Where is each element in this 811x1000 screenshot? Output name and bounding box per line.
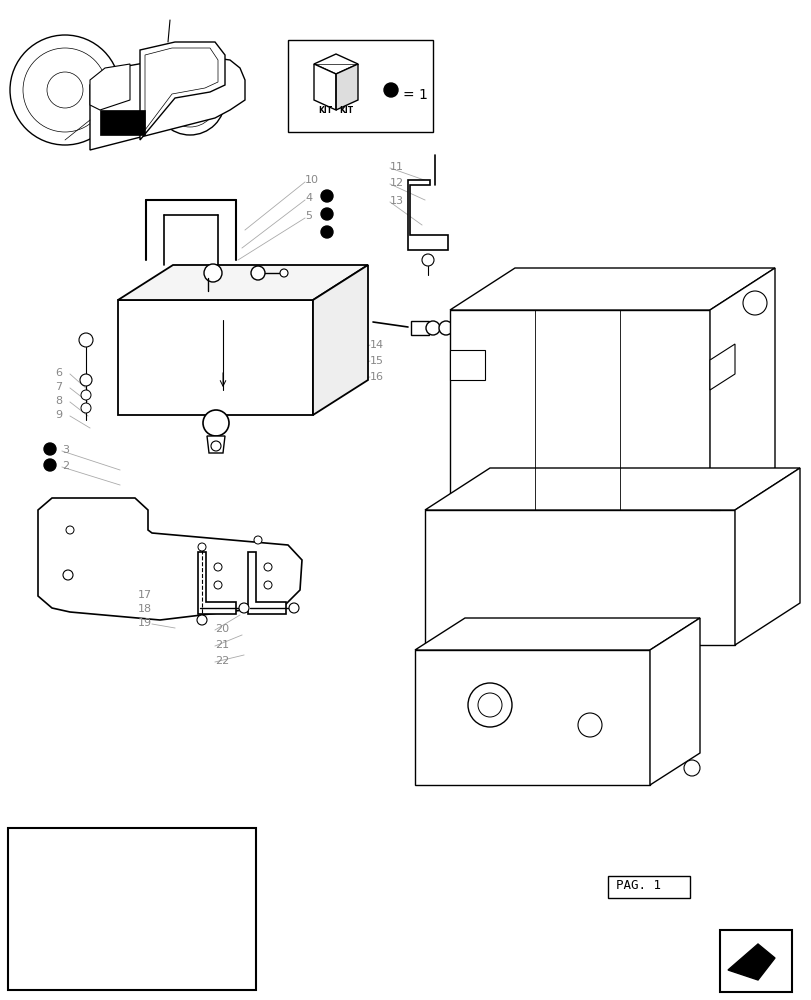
Polygon shape [649, 618, 699, 785]
Polygon shape [709, 344, 734, 390]
Circle shape [214, 563, 221, 571]
Polygon shape [145, 48, 217, 130]
Circle shape [81, 403, 91, 413]
Bar [288, 40, 432, 132]
Polygon shape [449, 268, 774, 310]
Text: = 1: = 1 [402, 88, 427, 102]
Text: KIT: KIT [338, 106, 353, 115]
Circle shape [422, 254, 433, 266]
Polygon shape [727, 944, 774, 980]
Circle shape [203, 410, 229, 436]
Polygon shape [100, 110, 145, 135]
Polygon shape [336, 64, 358, 110]
Ellipse shape [508, 300, 570, 320]
Polygon shape [449, 310, 709, 510]
Polygon shape [207, 436, 225, 453]
Text: 10: 10 [305, 175, 319, 185]
Ellipse shape [508, 269, 570, 291]
Circle shape [44, 443, 56, 455]
Circle shape [467, 683, 512, 727]
Text: KIT: KIT [318, 106, 332, 115]
Circle shape [320, 208, 333, 220]
Polygon shape [90, 64, 130, 110]
Polygon shape [424, 468, 799, 510]
Text: 12: 12 [389, 178, 404, 188]
Circle shape [44, 459, 56, 471]
Circle shape [577, 713, 601, 737]
Bar [410, 321, 428, 335]
Text: 3: 3 [62, 445, 69, 455]
Text: 7: 7 [55, 382, 62, 392]
Circle shape [264, 563, 272, 571]
Polygon shape [414, 618, 699, 650]
Text: 14: 14 [370, 340, 384, 350]
Circle shape [545, 426, 553, 434]
Circle shape [478, 693, 501, 717]
Circle shape [320, 190, 333, 202]
Circle shape [439, 321, 453, 335]
Text: 8: 8 [55, 396, 62, 406]
Polygon shape [407, 180, 448, 250]
Circle shape [66, 526, 74, 534]
Polygon shape [709, 268, 774, 510]
Polygon shape [312, 265, 367, 415]
Polygon shape [449, 350, 484, 380]
Circle shape [264, 581, 272, 589]
Circle shape [742, 291, 766, 315]
Circle shape [238, 603, 249, 613]
Text: 19: 19 [138, 618, 152, 628]
Text: 21: 21 [215, 640, 229, 650]
Circle shape [63, 570, 73, 580]
Circle shape [211, 441, 221, 451]
Text: 5: 5 [305, 211, 311, 221]
Polygon shape [734, 468, 799, 645]
Circle shape [254, 536, 262, 544]
Polygon shape [90, 58, 245, 150]
Circle shape [204, 264, 221, 282]
Circle shape [683, 760, 699, 776]
Text: 2: 2 [62, 461, 69, 471]
Text: 13: 13 [389, 196, 404, 206]
Polygon shape [139, 42, 225, 140]
Polygon shape [314, 64, 336, 110]
Bar [719, 930, 791, 992]
Circle shape [251, 266, 264, 280]
Circle shape [426, 321, 440, 335]
Text: 9: 9 [55, 410, 62, 420]
Circle shape [214, 581, 221, 589]
Text: 20: 20 [215, 624, 229, 634]
Polygon shape [118, 300, 312, 415]
Text: 18: 18 [138, 604, 152, 614]
Polygon shape [38, 498, 302, 620]
Circle shape [280, 269, 288, 277]
Polygon shape [198, 552, 236, 614]
Circle shape [81, 390, 91, 400]
Bar [8, 828, 255, 990]
Bar [607, 876, 689, 898]
Polygon shape [118, 265, 367, 300]
Text: 6: 6 [55, 368, 62, 378]
Circle shape [80, 374, 92, 386]
Text: PAG. 1: PAG. 1 [616, 879, 660, 892]
Circle shape [384, 83, 397, 97]
Polygon shape [247, 552, 285, 614]
Circle shape [289, 603, 298, 613]
Circle shape [320, 226, 333, 238]
Text: 17: 17 [138, 590, 152, 600]
Circle shape [79, 333, 93, 347]
Circle shape [197, 615, 207, 625]
Polygon shape [314, 54, 358, 74]
Circle shape [198, 543, 206, 551]
Text: 22: 22 [215, 656, 229, 666]
Polygon shape [424, 510, 734, 645]
Text: 16: 16 [370, 372, 384, 382]
Circle shape [553, 292, 565, 304]
Polygon shape [414, 650, 649, 785]
Text: 11: 11 [389, 162, 404, 172]
Text: 4: 4 [305, 193, 311, 203]
Text: 15: 15 [370, 356, 384, 366]
